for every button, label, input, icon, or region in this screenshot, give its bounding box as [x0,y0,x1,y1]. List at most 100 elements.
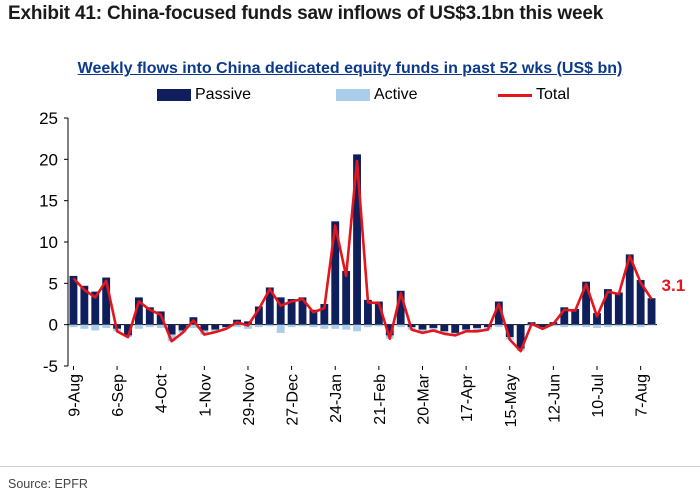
bar-passive [462,324,471,330]
legend-label-active: Active [374,86,418,103]
legend-swatch-active [336,89,370,101]
y-tick-label: -5 [43,357,58,376]
bar-active [625,324,634,327]
chart-title: Weekly flows into China dedicated equity… [77,60,623,77]
bar-passive [516,324,525,349]
bar-active [342,324,351,330]
bar-passive [254,306,263,325]
bar-passive [603,289,612,325]
bar-active [189,324,198,328]
line-total [72,159,653,353]
bar-active [287,324,296,328]
bar-passive [374,301,383,325]
legend-swatch-passive [157,89,191,101]
bar-passive [200,324,209,331]
bar-active [571,324,580,327]
bar-passive [451,324,460,333]
bar-passive [145,307,154,325]
bar-passive [124,324,132,336]
bar-passive [309,309,318,325]
footer-rule [0,466,700,467]
bar-passive [440,324,449,332]
bar-passive [418,324,427,330]
bar-passive [429,324,438,328]
y-tick-label: 5 [49,274,58,293]
bar-passive [593,313,601,325]
bar-active [134,324,143,329]
bar-passive [331,221,340,325]
bar-passive [353,154,361,325]
y-tick-label: 10 [39,233,58,252]
bar-active [320,324,329,329]
bar-passive [320,304,329,325]
legend-swatch-total [498,93,532,97]
bar-passive [614,292,623,325]
bar-passive [91,291,100,325]
bar-active [614,324,623,327]
annotation-last-total: 3.1 [662,276,686,295]
bar-passive [647,298,656,325]
legend-item-active: Active [336,86,418,104]
bar-passive [167,324,176,335]
legend-label-total: Total [536,86,570,103]
bar-active [156,324,165,328]
bar-passive [484,324,492,328]
bar-passive [385,324,394,336]
bar-passive [134,297,143,325]
legend-item-passive: Passive [157,86,251,104]
bar-passive [625,254,634,325]
y-tick-label: 25 [39,109,58,128]
bar-passive [494,301,503,325]
x-tick-label: 20-Mar [415,373,432,424]
x-tick-label: 10-Jul [590,374,607,418]
x-tick-label: 7-Aug [634,374,651,417]
x-tick-label: 6-Sep [110,374,127,417]
bar-passive [287,299,296,325]
bar-active [582,324,591,328]
x-tick-label: 12-Jun [546,374,563,423]
exhibit-title: Exhibit 41: China-focused funds saw infl… [8,3,604,24]
x-tick-label: 24-Jan [328,374,345,423]
bar-active [80,324,89,329]
bar-active [473,327,481,332]
bar-passive [636,280,645,325]
bar-passive [80,285,89,325]
x-tick-label: 27-Dec [285,374,302,426]
bar-passive [244,321,252,325]
bar-active [374,324,383,327]
bar-passive [178,324,187,331]
source-note: Source: EPFR [8,477,88,491]
bar-passive [396,290,405,325]
bar-active [418,329,427,333]
bar-active [549,324,558,327]
bar-passive [473,324,481,328]
legend: Passive Active Total [0,86,700,106]
bar-active [364,324,372,328]
bar-passive [222,324,231,328]
bar-passive [265,287,274,325]
bar-active [233,324,241,328]
bar-active [265,324,274,327]
bar-active [200,330,209,335]
bar-passive [560,307,569,325]
bar-passive [276,297,285,325]
bar-passive [505,324,514,338]
x-tick-label: 29-Nov [241,374,258,426]
bar-active [636,324,645,328]
bar-active [396,324,405,328]
bar-passive [69,275,78,325]
bar-active [353,324,361,332]
bar-active [69,324,78,328]
x-tick-label: 21-Feb [372,374,389,425]
bar-passive [538,324,547,328]
bar-active [647,324,656,326]
bar-passive [364,299,372,325]
bar-active [254,324,263,328]
x-tick-label: 9-Aug [66,374,83,417]
bar-active [91,324,100,331]
legend-item-total: Total [498,86,570,104]
bar-passive [582,281,591,325]
bar-active [603,324,612,328]
x-tick-label: 1-Nov [197,374,214,417]
